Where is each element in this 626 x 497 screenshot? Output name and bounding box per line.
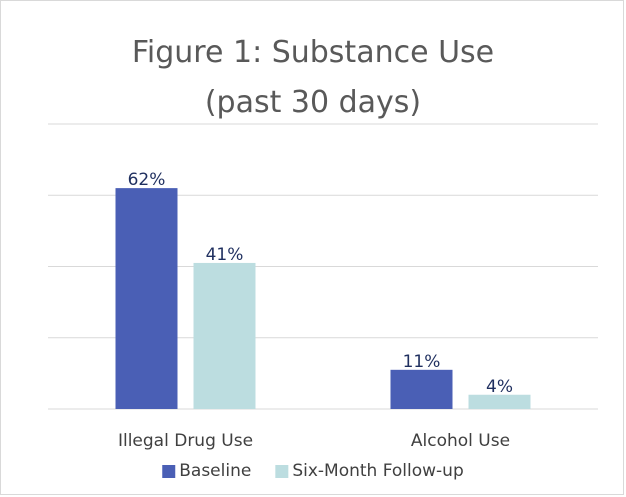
- legend-swatch: [275, 465, 289, 478]
- data-label: 62%: [128, 170, 166, 190]
- bar-six-month-follow-up-1: [468, 394, 531, 409]
- data-label: 4%: [486, 377, 513, 397]
- chart-subtitle: (past 30 days): [204, 85, 422, 120]
- x-tick-label: Illegal Drug Use: [118, 431, 253, 451]
- data-label: 41%: [206, 245, 244, 265]
- bar-six-month-follow-up-0: [193, 262, 256, 409]
- legend-label: Baseline: [179, 461, 251, 481]
- legend-label: Six-Month Follow-up: [292, 461, 463, 481]
- x-tick-label: Alcohol Use: [411, 431, 510, 451]
- legend-swatch: [162, 465, 176, 478]
- data-label: 11%: [403, 352, 441, 372]
- bar-baseline-0: [115, 188, 178, 409]
- chart-title: Figure 1: Substance Use: [131, 35, 495, 70]
- bar-baseline-1: [390, 369, 453, 409]
